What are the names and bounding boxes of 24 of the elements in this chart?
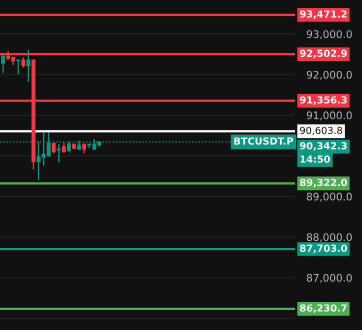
candlestick xyxy=(52,142,56,154)
ref-line-label: 91,356.3 xyxy=(300,96,347,105)
ref-line-label: 90,342.3 xyxy=(300,142,347,151)
y-tick-label: 87,000.0 xyxy=(306,274,352,283)
annotation: BTCUSDT.P xyxy=(234,137,294,145)
ref-line-label: 90,603.8 xyxy=(300,126,342,136)
ref-line-label: 89,322.0 xyxy=(300,178,347,188)
candlestick xyxy=(1,55,5,74)
candlestick xyxy=(82,142,86,154)
y-tick-label: 89,000.0 xyxy=(306,192,352,202)
y-tick-label: 93,000.0 xyxy=(306,30,352,40)
candlestick xyxy=(56,143,61,163)
ref-line-label: 86,230.7 xyxy=(300,304,347,313)
ref-line-label: 92,502.9 xyxy=(300,50,347,58)
candlestick xyxy=(62,142,66,154)
candlestick xyxy=(21,56,26,68)
ref-line-label: 87,703.0 xyxy=(300,244,347,254)
y-tick-label: 91,000.0 xyxy=(306,111,352,120)
ref-line-label: 93,471.2 xyxy=(300,10,347,19)
candlestick xyxy=(16,59,20,75)
text: 14:50 xyxy=(300,155,330,163)
y-tick-label: 88,000.0 xyxy=(306,233,352,242)
y-tick-label: 92,000.0 xyxy=(306,70,352,80)
candlestick xyxy=(26,49,30,82)
